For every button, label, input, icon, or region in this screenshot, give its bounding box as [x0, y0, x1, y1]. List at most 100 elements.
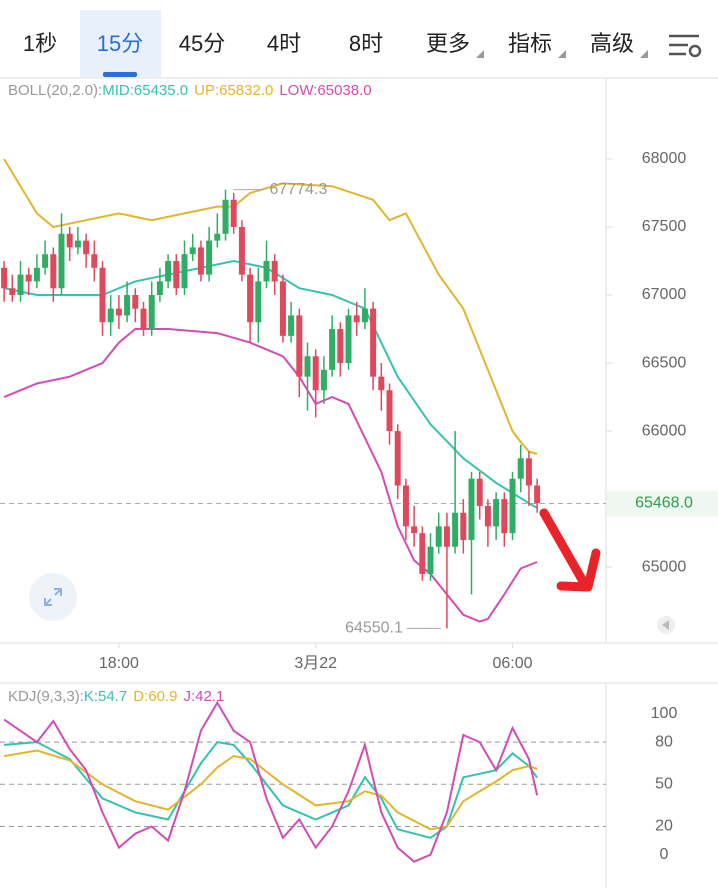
indicator-line	[3, 749, 538, 831]
candle-body	[271, 261, 278, 282]
candle-body	[140, 308, 147, 330]
candle-body	[50, 254, 57, 289]
x-tick-label: 06:00	[492, 655, 532, 672]
legend-entry: K:54.7	[84, 688, 127, 705]
candle-body	[74, 240, 81, 248]
candle-body	[58, 233, 65, 289]
candle-body	[263, 261, 270, 282]
indicator-line	[3, 700, 539, 863]
candle-body	[132, 295, 139, 309]
candle-body	[91, 254, 98, 268]
candle-body	[443, 526, 450, 547]
candle-body	[501, 499, 508, 534]
legend-entry: LOW:65038.0	[279, 82, 371, 99]
candle-body	[370, 308, 377, 377]
y-tick-label: 67500	[642, 218, 687, 235]
candle-body	[517, 458, 524, 479]
last-price-label: 65468.0	[635, 495, 693, 512]
dropdown-arrow	[558, 50, 566, 58]
settings-icon[interactable]	[669, 34, 702, 58]
candle-body	[222, 199, 229, 234]
candle-body	[1, 267, 8, 289]
legend: KDJ(9,3,3):K:54.7 D:60.9 J:42.1	[8, 688, 224, 705]
candle-body	[148, 295, 155, 330]
y-tick-label: 65000	[642, 558, 687, 575]
candle-body	[99, 267, 106, 323]
candle-body	[33, 267, 40, 282]
dropdown-arrows	[476, 50, 648, 58]
y-tick-label: 67000	[642, 286, 687, 303]
candle-body	[42, 254, 49, 268]
candle-body	[320, 369, 327, 391]
candle-body	[534, 485, 541, 504]
annotation-label: 67774.3	[270, 181, 328, 198]
y-tick-label: 68000	[642, 150, 687, 167]
indicator-line	[3, 158, 538, 455]
candle-body	[378, 376, 385, 391]
scroll-arrow	[662, 620, 669, 630]
candle-body	[361, 308, 368, 323]
candle-body	[107, 308, 114, 323]
legend-entry: MID:65435.0	[102, 82, 188, 99]
x-tick-label: 3月22	[294, 655, 337, 672]
y-tick-label: 0	[660, 846, 669, 863]
candle-body	[411, 526, 418, 534]
candle-body	[353, 315, 360, 323]
candle-body	[238, 226, 245, 275]
candle-body	[509, 478, 516, 534]
tab[interactable]: 8时	[349, 31, 383, 56]
candle-body	[296, 315, 303, 377]
candle-body	[189, 247, 196, 255]
candle-body	[329, 329, 336, 370]
candle-body	[419, 533, 426, 574]
annotation-label: 64550.1	[345, 620, 403, 637]
tab[interactable]: 高级	[590, 31, 634, 56]
candle-body	[345, 315, 352, 364]
legend: BOLL(20,2.0):MID:65435.0 UP:65832.0 LOW:65…	[8, 82, 372, 99]
candle-body	[83, 240, 90, 255]
candle-body	[394, 431, 401, 486]
y-tick-label: 100	[651, 705, 678, 722]
candle-body	[181, 254, 188, 289]
candle-body	[493, 499, 500, 527]
legend-entry: UP:65832.0	[194, 82, 273, 99]
candle-body	[115, 308, 122, 316]
candle-body	[17, 274, 24, 296]
y-tick-label: 50	[655, 776, 673, 793]
indicator-name: BOLL(20,2.0):	[8, 82, 102, 99]
candle-body	[304, 356, 311, 377]
candle-body	[452, 512, 459, 547]
indicator-line	[3, 328, 538, 623]
candle-body	[206, 240, 213, 275]
y-tick-label: 66500	[642, 354, 687, 371]
candle-body	[255, 281, 262, 323]
candle-body	[435, 526, 442, 547]
candle-body	[247, 274, 254, 323]
candle-body	[156, 281, 163, 296]
indicator-line	[3, 259, 538, 509]
red-arrow	[539, 508, 601, 592]
expand-button[interactable]	[29, 573, 77, 621]
candle-body	[484, 505, 491, 527]
tab[interactable]: 指标	[508, 31, 552, 56]
tab[interactable]: 15分	[97, 31, 143, 56]
candle-body	[230, 199, 237, 227]
selected-tab-indicator	[103, 72, 137, 77]
candle-body	[288, 315, 295, 336]
candle-body	[468, 478, 475, 540]
tab[interactable]: 1秒	[23, 31, 57, 56]
candle-body	[173, 261, 180, 289]
candle-body	[197, 247, 204, 275]
tab[interactable]: 4时	[267, 31, 301, 56]
candle-body	[9, 288, 16, 296]
indicator-line	[4, 741, 538, 839]
tab[interactable]: 更多	[426, 31, 470, 56]
candle-body	[165, 261, 172, 282]
candle-body	[25, 274, 32, 282]
tab[interactable]: 45分	[179, 31, 225, 56]
dropdown-arrow	[640, 50, 648, 58]
legend-entry: D:60.9	[133, 688, 177, 705]
candle-body	[312, 356, 319, 391]
